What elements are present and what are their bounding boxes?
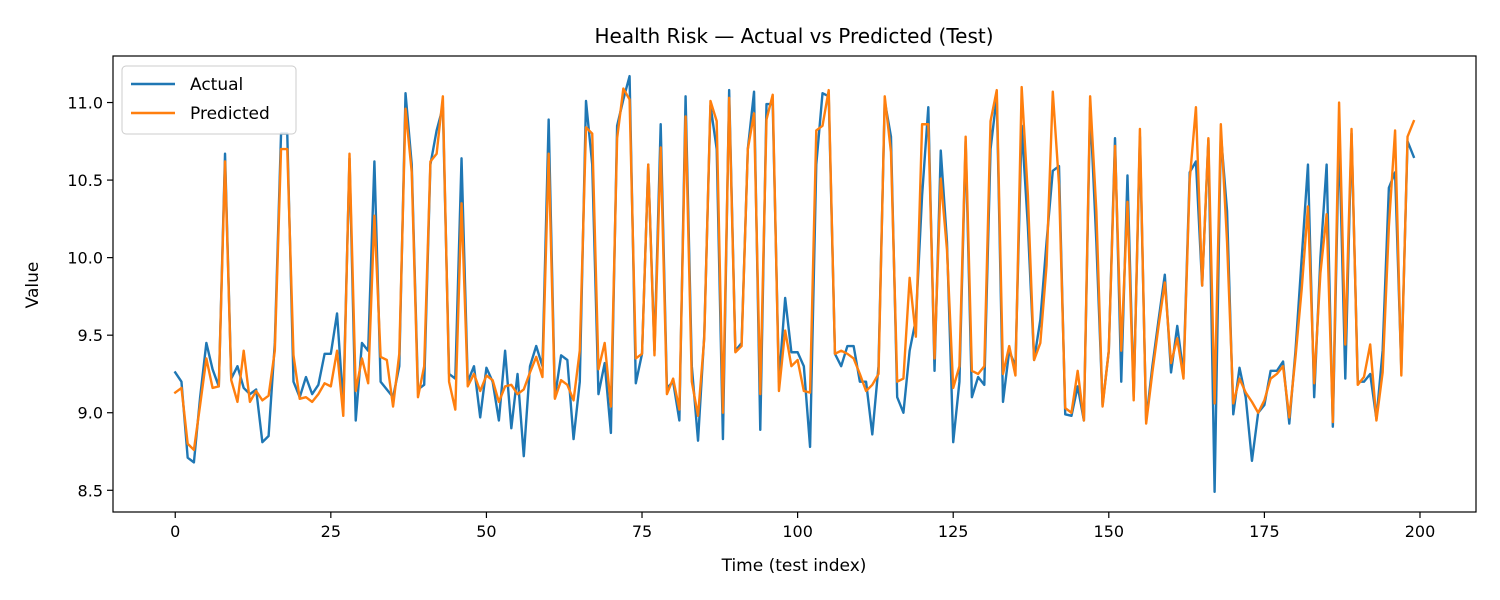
plot-frame — [112, 55, 1477, 513]
series-lines — [173, 74, 1416, 494]
chart-title: Health Risk — Actual vs Predicted (Test) — [594, 24, 993, 48]
x-tick-label: 125 — [938, 522, 969, 541]
series-line-predicted — [173, 85, 1416, 452]
x-tick-label: 150 — [1094, 522, 1125, 541]
legend: Actual Predicted — [121, 65, 297, 135]
y-tick-label: 11.0 — [67, 94, 103, 113]
y-tick-label: 8.5 — [78, 481, 103, 500]
x-tick-label: 200 — [1405, 522, 1436, 541]
x-tick-label: 175 — [1249, 522, 1280, 541]
x-axis-ticks: 0 25 50 75 100 125 150 175 200 — [170, 512, 1435, 541]
y-tick-label: 10.0 — [67, 249, 103, 268]
y-tick-label: 9.0 — [78, 404, 103, 423]
x-tick-label: 50 — [476, 522, 496, 541]
legend-label-predicted: Predicted — [190, 104, 270, 124]
y-axis-label: Value — [23, 262, 43, 309]
y-tick-label: 9.5 — [78, 326, 103, 345]
x-tick-label: 0 — [170, 522, 180, 541]
y-tick-label: 10.5 — [67, 171, 103, 190]
axes: 0 25 50 75 100 125 150 175 200 8.5 9.0 9.5 10.0 10.5… — [67, 55, 1477, 541]
x-tick-label: 25 — [321, 522, 341, 541]
legend-label-actual: Actual — [190, 75, 243, 95]
x-tick-label: 100 — [782, 522, 813, 541]
x-axis-label: Time (test index) — [721, 556, 867, 576]
y-axis-ticks: 8.5 9.0 9.5 10.0 10.5 11.0 — [67, 94, 113, 500]
x-tick-label: 75 — [632, 522, 652, 541]
